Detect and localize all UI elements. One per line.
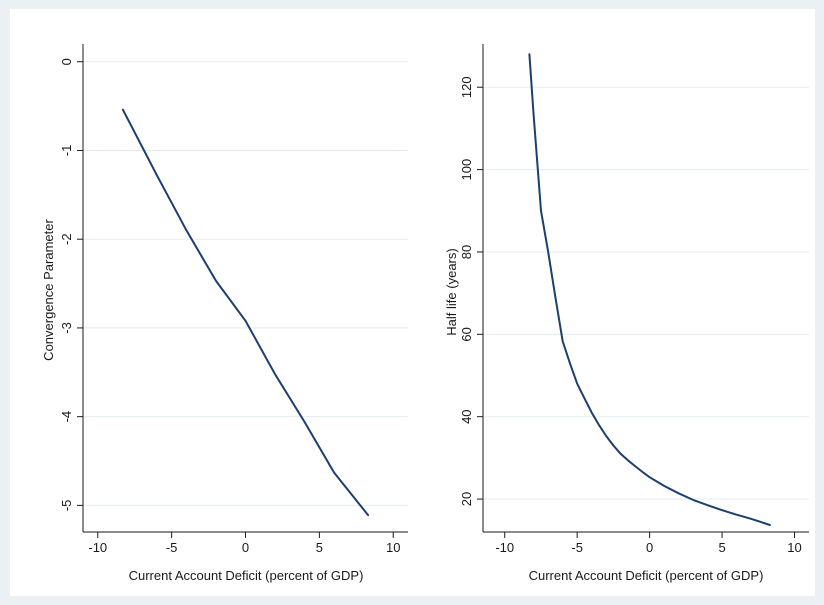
right-y-tick-label: 20 <box>459 492 474 506</box>
right-x-tick-label: -5 <box>571 540 583 555</box>
left-y-tick-label: -1 <box>59 145 74 157</box>
left-x-axis-title: Current Account Deficit (percent of GDP) <box>129 568 364 583</box>
right-x-tick-label: -10 <box>495 540 514 555</box>
left-series-line <box>121 108 370 517</box>
left-x-tick-label: 10 <box>386 540 400 555</box>
right-y-axis-title: Half life (years) <box>444 248 459 335</box>
right-y-tick-label: 80 <box>459 245 474 259</box>
half-life-chart: 20 40 60 80 100 120 -10 -5 0 5 10 Half life (years)… <box>444 44 809 583</box>
left-x-tick-label: 5 <box>316 540 323 555</box>
left-x-tick-label: -5 <box>166 540 178 555</box>
left-y-tick-label: -4 <box>59 411 74 423</box>
right-series-line <box>528 53 771 526</box>
left-y-tick-label: -3 <box>59 322 74 334</box>
right-y-tick-label: 40 <box>459 409 474 423</box>
right-y-tick-label: 120 <box>459 76 474 98</box>
plot-region-background <box>10 9 815 596</box>
right-x-axis-title: Current Account Deficit (percent of GDP) <box>529 568 764 583</box>
right-x-tick-label: 10 <box>787 540 801 555</box>
left-y-tick-label: -2 <box>59 233 74 245</box>
left-y-tick-label: -5 <box>59 500 74 512</box>
left-x-tick-label: 0 <box>242 540 249 555</box>
convergence-parameter-chart: 0 -1 -2 -3 -4 -5 -10 -5 0 5 10 Convergence Paramete… <box>41 44 408 583</box>
left-y-axis-title: Convergence Parameter <box>41 219 56 361</box>
right-y-tick-label: 60 <box>459 327 474 341</box>
right-x-tick-label: 5 <box>718 540 725 555</box>
left-x-tick-label: -10 <box>88 540 107 555</box>
right-y-tick-label: 100 <box>459 159 474 181</box>
right-x-tick-label: 0 <box>646 540 653 555</box>
left-y-tick-label: 0 <box>59 58 74 65</box>
